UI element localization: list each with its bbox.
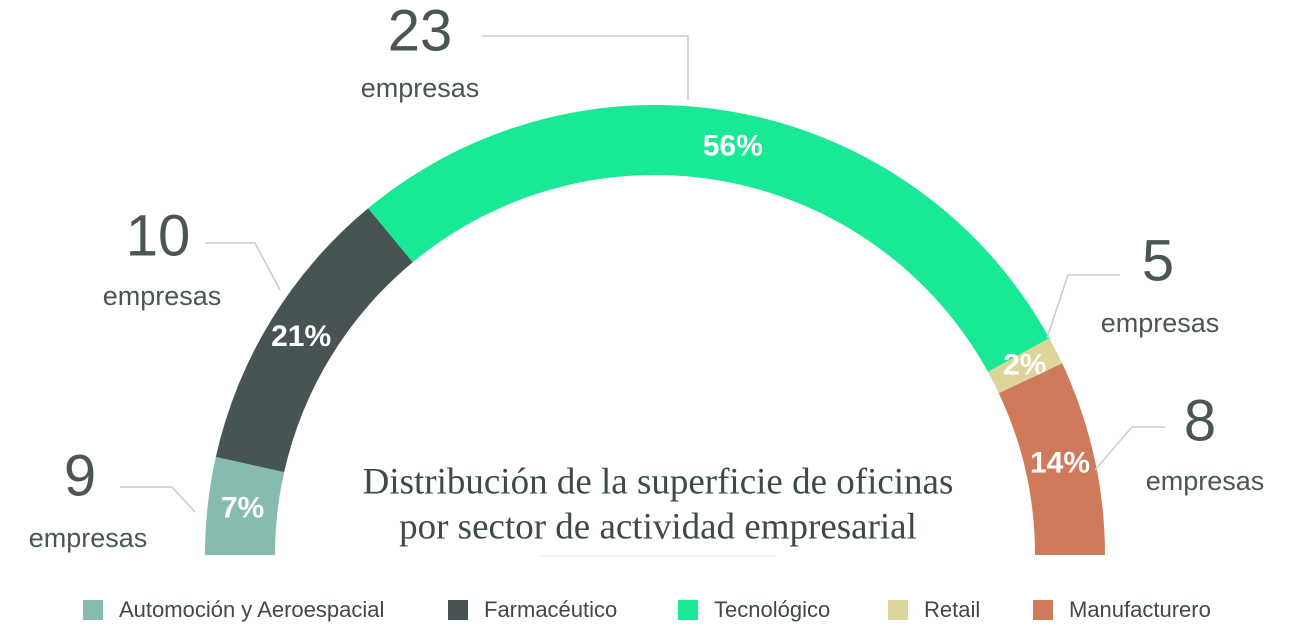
chart-title: Distribución de la superficie de oficina… — [363, 461, 954, 502]
count-label: 10 — [126, 203, 191, 268]
leader-line — [1094, 426, 1165, 471]
count-unit: empresas — [103, 281, 222, 311]
count-unit: empresas — [361, 73, 480, 103]
count-unit: empresas — [29, 523, 148, 553]
legend-swatch — [888, 600, 908, 620]
value-label: 56% — [703, 129, 763, 162]
count-unit: empresas — [1101, 308, 1220, 338]
legend-swatch — [83, 600, 103, 620]
legend-swatch — [448, 600, 468, 620]
segment — [368, 104, 1050, 372]
legend-label: Farmacéutico — [484, 597, 617, 622]
legend-label: Retail — [924, 597, 980, 622]
count-label: 23 — [388, 0, 453, 63]
chart-title: por sector de actividad empresarial — [399, 506, 917, 547]
value-label: 21% — [271, 320, 331, 353]
count-label: 9 — [64, 443, 96, 508]
leader-line — [482, 35, 689, 100]
segment — [987, 338, 1063, 394]
leader-line — [1046, 274, 1120, 339]
value-label: 14% — [1030, 446, 1090, 479]
segment — [998, 363, 1105, 555]
count-label: 8 — [1184, 388, 1216, 453]
segment — [205, 456, 285, 555]
value-label: 7% — [221, 491, 264, 524]
leader-line — [205, 242, 281, 291]
leader-line — [120, 486, 196, 513]
legend-label: Manufacturero — [1069, 597, 1211, 622]
count-label: 5 — [1142, 228, 1174, 293]
count-unit: empresas — [1146, 466, 1265, 496]
legend-label: Automoción y Aeroespacial — [119, 597, 384, 622]
segment — [215, 208, 413, 473]
legend-label: Tecnológico — [714, 597, 830, 622]
legend-swatch — [1033, 600, 1053, 620]
legend-swatch — [678, 600, 698, 620]
